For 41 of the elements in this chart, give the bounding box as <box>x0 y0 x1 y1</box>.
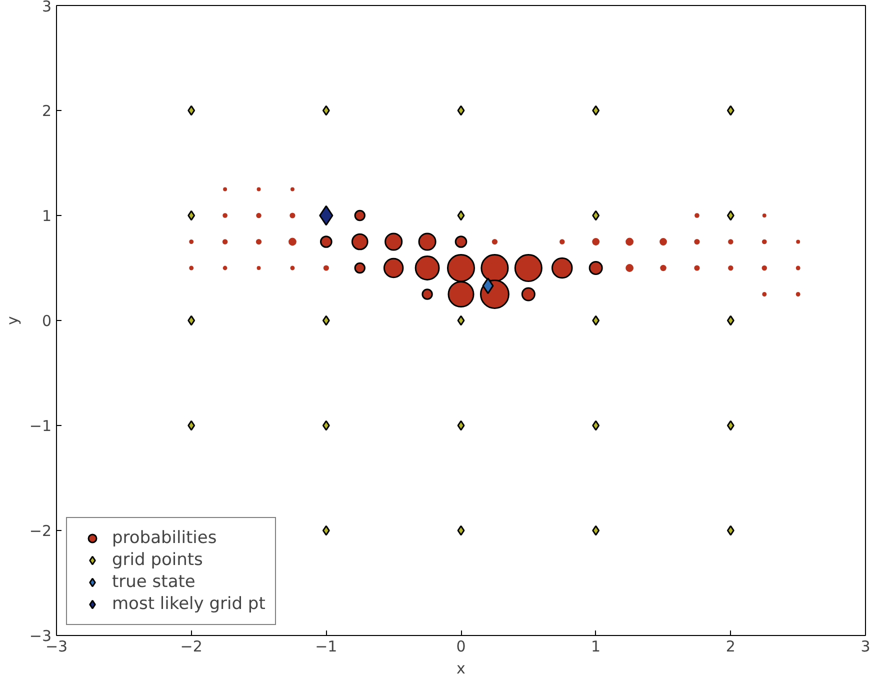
point <box>592 420 600 431</box>
y-tick-label: 1 <box>42 207 52 225</box>
x-tick-label: 2 <box>726 638 736 656</box>
point <box>188 420 196 431</box>
y-tick-label: −1 <box>29 417 52 435</box>
point <box>592 525 600 536</box>
y-axis-title: y <box>3 316 22 325</box>
point <box>322 420 330 431</box>
x-tick-label: −1 <box>315 638 338 656</box>
point <box>457 420 465 431</box>
legend-label: probabilities <box>112 528 217 548</box>
point <box>188 315 196 326</box>
x-axis-title: x <box>456 660 466 678</box>
point <box>457 525 465 536</box>
point <box>322 525 330 536</box>
point <box>457 315 465 326</box>
point <box>457 105 465 116</box>
x-tick-label: 1 <box>591 638 601 656</box>
point <box>188 210 196 221</box>
point <box>726 210 734 221</box>
point <box>592 210 600 221</box>
point <box>726 105 734 116</box>
point <box>322 105 330 116</box>
point <box>726 420 734 431</box>
point <box>726 525 734 536</box>
x-tick-label: 3 <box>860 638 870 656</box>
legend-label: grid points <box>112 550 203 570</box>
legend-label: most likely grid pt <box>112 594 266 614</box>
point <box>726 315 734 326</box>
x-tick-label: 0 <box>456 638 466 656</box>
y-tick-label: 0 <box>42 312 52 330</box>
x-tick-label: −2 <box>180 638 202 656</box>
y-tick-label: −2 <box>29 522 52 540</box>
point <box>322 315 330 326</box>
y-tick-label: 3 <box>42 0 52 16</box>
point <box>592 105 600 116</box>
point <box>188 105 196 116</box>
y-tick-label: 2 <box>42 102 52 120</box>
point <box>457 210 465 221</box>
point <box>592 315 600 326</box>
legend-label: true state <box>112 572 196 592</box>
